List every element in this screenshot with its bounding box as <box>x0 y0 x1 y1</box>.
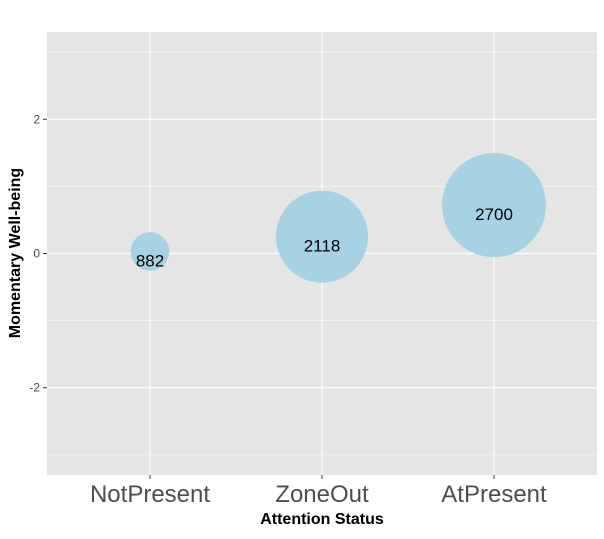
bubble-label-zoneout: 2118 <box>304 237 341 256</box>
bubbles-layer <box>130 153 546 283</box>
x-tick-label-notpresent: NotPresent <box>90 481 210 508</box>
x-axis-title: Attention Status <box>260 511 384 528</box>
bubble-label-notpresent: 882 <box>136 251 164 270</box>
bubble-zoneout <box>275 190 369 283</box>
bubble-label-atpresent: 2700 <box>475 205 513 224</box>
bubble-notpresent <box>130 232 170 271</box>
y-tick-label: 0 <box>33 247 40 261</box>
y-axis: -2 0 2 <box>29 112 47 395</box>
y-tick-label: 2 <box>33 112 40 126</box>
bubble-labels-layer: 882 2118 2700 <box>136 205 513 270</box>
x-tick-label-zoneout: ZoneOut <box>275 481 369 508</box>
x-axis: NotPresent ZoneOut AtPresent <box>90 475 547 508</box>
y-axis-title: Momentary Well-being <box>7 168 24 338</box>
bubble-atpresent <box>442 153 546 258</box>
x-tick-label-atpresent: AtPresent <box>441 481 547 508</box>
y-tick-label: -2 <box>29 381 40 395</box>
